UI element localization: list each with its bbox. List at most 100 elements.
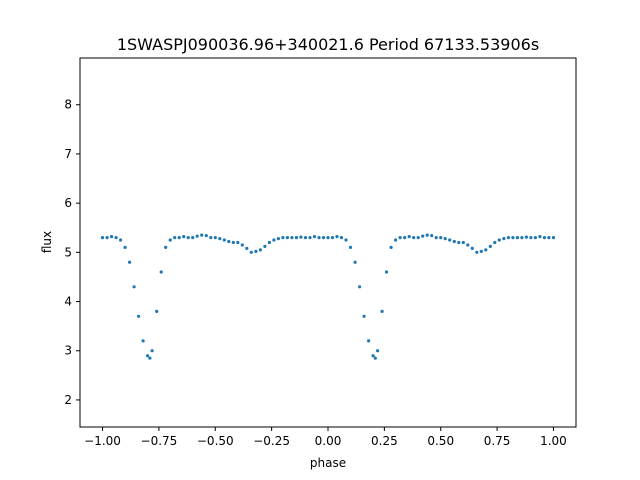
data-point — [475, 250, 479, 254]
y-tick-label: 6 — [64, 196, 72, 210]
data-point — [227, 239, 231, 244]
data-point — [380, 309, 384, 313]
data-point — [150, 349, 154, 353]
data-point — [371, 354, 375, 358]
data-point — [236, 240, 240, 245]
y-tick-label: 8 — [64, 98, 72, 112]
data-point — [479, 249, 483, 253]
data-point — [362, 314, 366, 318]
data-point — [258, 248, 262, 252]
x-tick-label: 0.75 — [484, 434, 511, 448]
data-point — [461, 240, 465, 245]
x-tick-label: −1.00 — [84, 434, 121, 448]
data-point — [132, 285, 136, 289]
data-point — [443, 237, 447, 241]
data-point — [218, 237, 222, 241]
data-point — [182, 235, 186, 239]
data-point — [267, 240, 271, 245]
y-tick-label: 5 — [64, 245, 72, 259]
data-point — [254, 249, 258, 253]
data-point — [416, 236, 420, 240]
data-point — [263, 244, 267, 248]
data-point — [542, 236, 547, 240]
data-point — [209, 236, 213, 240]
data-point — [330, 236, 335, 240]
data-point — [164, 245, 168, 249]
data-point — [285, 236, 289, 240]
data-point — [137, 314, 141, 318]
x-axis-label: phase — [310, 456, 346, 470]
data-point — [105, 236, 109, 240]
data-point — [110, 235, 114, 239]
y-tick-label: 3 — [64, 344, 72, 358]
data-point — [231, 240, 235, 245]
data-point — [159, 270, 163, 274]
data-point — [186, 236, 190, 240]
data-point — [529, 236, 533, 240]
x-axis: −1.00 −0.75 −0.50 −0.25 0.00 0.25 0.50 0.75 1.00 — [84, 427, 567, 448]
data-point — [348, 245, 353, 249]
data-point — [128, 260, 132, 264]
data-point — [240, 243, 244, 247]
data-point — [200, 233, 204, 237]
data-point — [335, 235, 339, 239]
data-point — [425, 233, 429, 237]
data-point — [511, 236, 515, 240]
data-point — [308, 236, 312, 240]
data-point — [191, 236, 195, 240]
data-point — [148, 356, 152, 360]
data-point — [321, 236, 326, 240]
data-point — [430, 234, 434, 238]
data-point — [412, 236, 416, 240]
data-point — [123, 245, 127, 249]
data-point — [303, 236, 308, 240]
data-point — [326, 236, 330, 240]
data-point — [385, 270, 389, 274]
data-point — [421, 234, 425, 238]
data-point — [506, 236, 510, 240]
data-point — [398, 236, 402, 240]
data-point — [407, 235, 411, 239]
data-point — [353, 260, 357, 264]
data-point — [533, 236, 538, 240]
data-point — [439, 236, 443, 240]
data-point — [448, 238, 452, 242]
data-point — [146, 354, 150, 358]
data-point — [317, 236, 321, 240]
data-point — [141, 339, 145, 343]
data-point — [358, 285, 362, 289]
y-axis: 2 3 4 5 6 7 8 — [64, 98, 80, 407]
data-point — [177, 236, 181, 240]
data-point — [484, 248, 488, 252]
data-point — [376, 349, 380, 353]
data-point — [497, 238, 501, 242]
data-point — [538, 235, 542, 239]
x-tick-label: 0.25 — [371, 434, 398, 448]
data-point — [222, 238, 226, 242]
data-point — [524, 235, 529, 239]
data-point — [312, 235, 317, 239]
y-axis-label: flux — [40, 231, 54, 253]
y-tick-label: 2 — [64, 393, 72, 407]
data-point — [100, 236, 105, 240]
x-tick-label: −0.25 — [253, 434, 290, 448]
data-point — [344, 238, 348, 242]
data-point — [457, 240, 461, 245]
data-point — [389, 245, 393, 249]
x-tick-label: 0.50 — [427, 434, 454, 448]
data-point — [195, 234, 199, 238]
data-point — [276, 237, 280, 241]
data-point — [551, 236, 556, 240]
data-point — [155, 309, 159, 313]
data-point — [119, 238, 123, 242]
data-point — [168, 238, 172, 242]
data-point — [367, 339, 371, 343]
data-point — [515, 236, 520, 240]
data-point — [204, 234, 208, 238]
data-point — [290, 236, 294, 240]
data-point — [245, 246, 249, 250]
data-point — [272, 238, 276, 242]
x-tick-label: 0.00 — [315, 434, 342, 448]
